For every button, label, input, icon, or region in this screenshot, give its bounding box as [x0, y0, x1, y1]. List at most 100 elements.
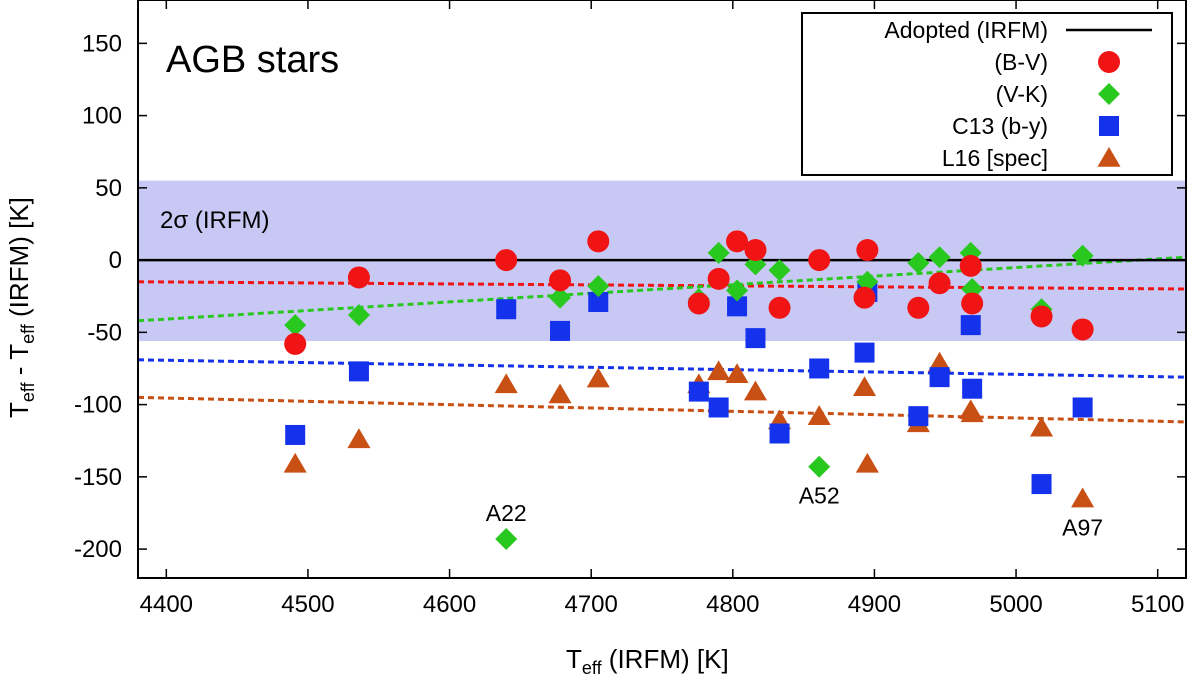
point-l16 [928, 351, 952, 372]
y-axis-title-part-1: T [4, 402, 34, 418]
y-axis-title-part-3: - T [4, 344, 34, 383]
point-l16 [725, 363, 749, 384]
y-tick-label: 50 [95, 175, 122, 202]
point-bv [347, 266, 370, 289]
legend-swatch-c13 [1099, 116, 1119, 136]
series-bv [284, 230, 1094, 355]
point-bv [928, 272, 951, 295]
point-bv [284, 332, 307, 355]
x-tick-label: 5100 [1131, 591, 1184, 618]
point-bv [853, 286, 876, 309]
point-c13 [809, 358, 830, 379]
panel-label: AGB stars [166, 39, 339, 81]
legend-label-bv: (B-V) [994, 49, 1048, 75]
point-l16 [743, 380, 768, 401]
point-bv [707, 267, 730, 290]
fit-line-c13 [137, 358, 1187, 379]
y-axis-title-part-5: (IRFM) [K] [4, 197, 34, 324]
point-bv [549, 269, 572, 292]
point-c13 [708, 397, 729, 418]
y-axis-title-part-2: eff [18, 381, 38, 402]
y-axis-title: Teff - Teff (IRFM) [K] [4, 197, 38, 418]
x-axis-title-main: T [566, 644, 582, 674]
point-bv [961, 292, 984, 315]
point-c13 [1072, 397, 1093, 418]
x-tick-label: 5000 [989, 591, 1042, 618]
point-vk [928, 246, 951, 269]
point-bv [856, 238, 879, 261]
point-l16 [347, 428, 371, 449]
point-l16 [807, 405, 831, 425]
fit-line-vk [137, 255, 1187, 323]
y-axis-title-part-4: eff [18, 323, 38, 344]
point-bv [1071, 318, 1094, 341]
point-c13 [960, 315, 981, 336]
point-bv [959, 254, 982, 277]
series-c13 [285, 281, 1093, 495]
legend-marker-l16 [1097, 147, 1121, 167]
point-c13 [745, 328, 766, 349]
point-bv [768, 296, 791, 319]
point-c13 [854, 342, 875, 363]
legend-marker-vk [1098, 83, 1120, 105]
point-c13 [285, 424, 306, 445]
y-tick-label: -100 [74, 392, 122, 419]
legend-swatch-vk [1098, 83, 1120, 105]
axis-ticks: 4400 4500 4600 4700 4800 4900 5000 5100 -200 -150… [74, 0, 1186, 618]
legend: Adopted (IRFM) (B-V) (V-K) C13 (b-y) L16… [801, 12, 1173, 176]
y-tick-label: 150 [82, 30, 122, 57]
fit-line-l16 [137, 395, 1187, 424]
point-l16 [586, 367, 610, 388]
point-bv [907, 296, 930, 319]
point-c13 [496, 299, 517, 320]
point-bv [1030, 305, 1053, 328]
y-tick-label: -150 [74, 464, 122, 491]
data-points [283, 230, 1095, 550]
x-axis-title: Teff (IRFM) [K] [566, 644, 729, 678]
series-vk [284, 241, 1094, 550]
point-l16 [852, 376, 877, 397]
point-l16 [494, 373, 518, 394]
y-tick-label: -200 [74, 536, 122, 563]
point-bv [808, 249, 831, 272]
point-l16 [855, 452, 879, 473]
point-bv [687, 292, 710, 315]
point-vk [768, 259, 791, 282]
point-l16 [960, 402, 984, 423]
point-bv [744, 238, 767, 261]
point-vk [907, 251, 930, 274]
point-l16 [548, 383, 572, 404]
annotation-a22: A22 [486, 500, 527, 526]
legend-label-l16: L16 [spec] [942, 145, 1048, 171]
point-c13 [908, 406, 929, 427]
legend-swatch-l16 [1097, 147, 1121, 167]
point-vk [587, 275, 610, 298]
x-tick-label: 4600 [423, 591, 476, 618]
annotation-a52: A52 [799, 483, 840, 509]
legend-label-adopted: Adopted (IRFM) [884, 17, 1048, 43]
point-l16 [707, 360, 731, 381]
annotation-a97: A97 [1062, 514, 1103, 540]
point-l16 [1071, 487, 1095, 508]
point-vk [549, 286, 572, 309]
point-vk [347, 304, 370, 327]
point-vk [495, 527, 518, 550]
point-c13 [727, 296, 748, 317]
point-c13 [550, 320, 571, 341]
point-vk [726, 279, 749, 302]
point-c13 [688, 381, 709, 402]
point-vk [707, 241, 730, 264]
point-c13 [769, 423, 790, 444]
point-c13 [348, 361, 369, 382]
legend-swatch-bv [1098, 51, 1120, 73]
point-l16 [1029, 416, 1054, 437]
point-c13 [588, 292, 609, 313]
x-tick-label: 4400 [140, 591, 193, 618]
legend-label-vk: (V-K) [996, 81, 1048, 107]
point-vk [808, 455, 831, 478]
x-tick-label: 4900 [848, 591, 901, 618]
band-label: 2σ (IRFM) [160, 207, 269, 234]
point-c13 [929, 367, 950, 388]
point-vk [284, 314, 307, 337]
